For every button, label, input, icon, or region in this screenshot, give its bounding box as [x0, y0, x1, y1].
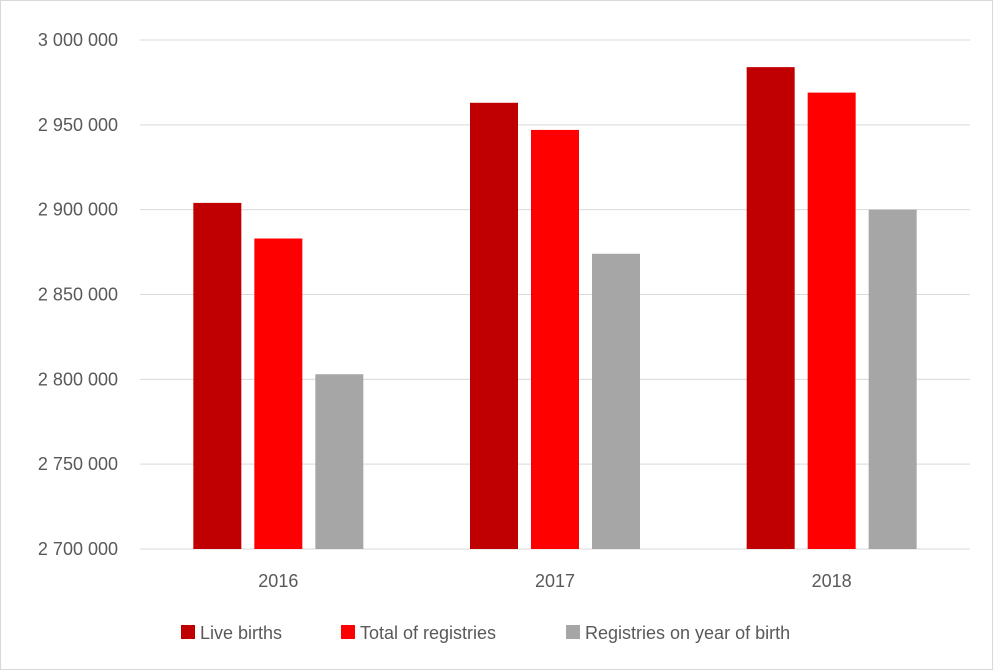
- y-tick-label: 2 850 000: [38, 285, 118, 305]
- bar: [868, 209, 917, 549]
- legend-swatch: [181, 625, 195, 639]
- y-tick-label: 2 800 000: [38, 369, 118, 389]
- legend-label: Registries on year of birth: [585, 623, 790, 643]
- legend-swatch: [341, 625, 355, 639]
- y-tick-label: 2 900 000: [38, 200, 118, 220]
- bar: [470, 102, 518, 549]
- y-tick-label: 3 000 000: [38, 30, 118, 50]
- x-tick-label: 2017: [535, 571, 575, 591]
- legend-swatch: [566, 625, 580, 639]
- y-tick-label: 2 750 000: [38, 454, 118, 474]
- y-tick-label: 2 700 000: [38, 539, 118, 559]
- legend-label: Live births: [200, 623, 282, 643]
- bar: [315, 374, 364, 549]
- bar: [531, 129, 579, 549]
- x-tick-label: 2018: [812, 571, 852, 591]
- legend-label: Total of registries: [360, 623, 496, 643]
- bar: [193, 202, 242, 549]
- bar: [807, 92, 856, 549]
- y-tick-label: 2 950 000: [38, 115, 118, 135]
- bar: [746, 67, 795, 549]
- bar: [254, 238, 303, 549]
- x-tick-label: 2016: [258, 571, 298, 591]
- bar: [592, 253, 640, 549]
